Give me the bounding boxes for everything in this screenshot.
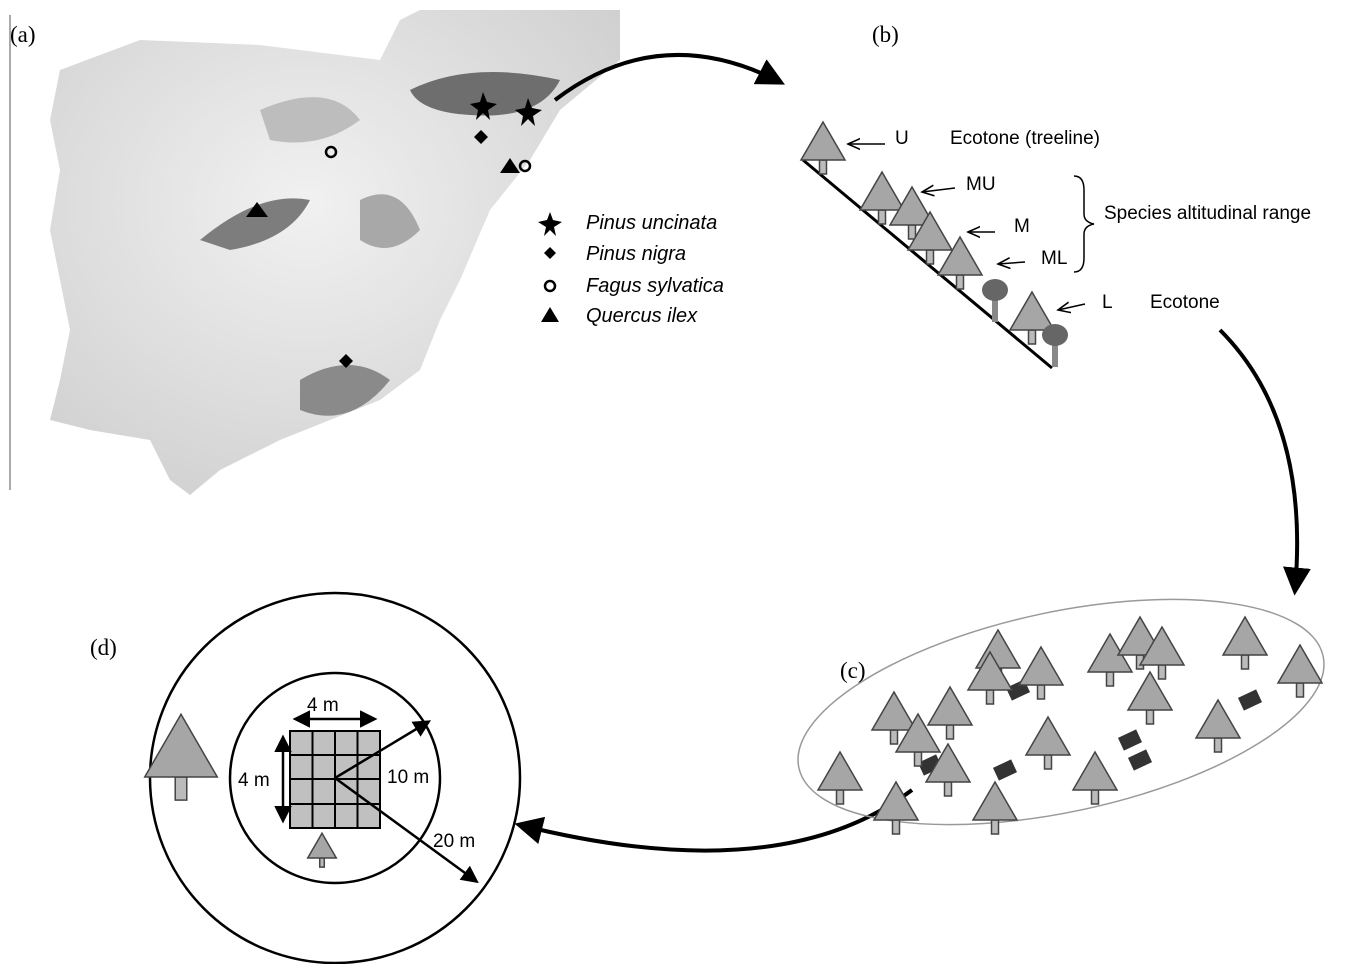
tree-part — [894, 712, 942, 753]
legend — [538, 212, 562, 322]
tree-part — [1017, 645, 1065, 686]
level-code: ML — [1041, 248, 1067, 269]
plot-diagram — [148, 591, 522, 964]
legend-label: Pinus nigra — [586, 243, 686, 265]
tree-part — [1221, 615, 1269, 656]
tree-part — [174, 776, 188, 801]
level-code: MU — [966, 174, 996, 195]
tree-part — [1240, 654, 1250, 670]
tree-part — [889, 729, 899, 745]
tree-part — [1105, 671, 1115, 687]
tree-part — [1127, 749, 1153, 771]
slope-pointers — [848, 144, 1095, 310]
tree-part — [818, 159, 828, 175]
tree-part — [943, 781, 953, 797]
tree-part — [891, 819, 901, 835]
panel-label: (c) — [840, 658, 866, 683]
level-note: Ecotone — [1150, 292, 1220, 313]
tree-part — [877, 209, 887, 225]
tree-part — [1036, 684, 1046, 700]
tree-part — [1117, 729, 1143, 751]
stand-ellipse — [797, 598, 1325, 826]
panel-label: (a) — [10, 22, 36, 47]
tree-part — [926, 685, 974, 726]
level-code: L — [1102, 292, 1113, 313]
tree-part — [1052, 335, 1058, 367]
tree-part — [1213, 737, 1223, 753]
tree-part — [1090, 789, 1100, 805]
tree-part — [318, 857, 326, 868]
legend-label: Fagus sylvatica — [586, 275, 724, 297]
flow-arrow — [514, 788, 914, 853]
tree-part — [1145, 709, 1155, 725]
tree-part — [966, 650, 1014, 691]
tree-part — [816, 750, 864, 791]
level-code: M — [1014, 216, 1030, 237]
tree-part — [1138, 625, 1186, 666]
tree-part — [1027, 329, 1037, 345]
tree-part — [1237, 689, 1263, 711]
tree-part — [143, 712, 219, 778]
tree-part — [858, 170, 906, 211]
tree-part — [955, 274, 965, 290]
tree-part — [1008, 290, 1056, 331]
tree-part — [982, 279, 1008, 301]
flow-arrow — [1218, 328, 1311, 596]
plot-trees — [143, 712, 338, 868]
tree-part — [917, 754, 943, 776]
dimension-label: 4 m — [238, 770, 270, 791]
tree-part — [985, 689, 995, 705]
slope-trees — [799, 120, 1068, 367]
dimension-label: 4 m — [307, 695, 339, 716]
tree-part — [913, 751, 923, 767]
map — [50, 10, 620, 495]
tree-part — [971, 780, 1019, 821]
tree-part — [990, 819, 1000, 835]
tree-part — [1276, 643, 1324, 684]
panel-label: (b) — [872, 22, 899, 47]
dimension-label: 10 m — [387, 767, 429, 788]
tree-part — [1071, 750, 1119, 791]
dimension-label: 20 m — [433, 831, 475, 852]
tree-part — [1042, 324, 1068, 346]
stand-trees — [816, 615, 1324, 835]
tree-part — [1024, 715, 1072, 756]
tree-part — [925, 249, 935, 265]
tree-part — [1295, 682, 1305, 698]
level-code: U — [895, 128, 909, 149]
range-label: Species altitudinal range — [1104, 203, 1311, 224]
tree-part — [907, 224, 917, 240]
tree-part — [799, 120, 847, 161]
tree-part — [924, 742, 972, 783]
panel-label: (d) — [90, 635, 117, 660]
tree-part — [992, 759, 1018, 781]
tree-part — [835, 789, 845, 805]
flow-arrow — [553, 52, 785, 102]
tree-part — [888, 185, 936, 226]
tree-part — [906, 210, 954, 251]
tree-part — [1157, 664, 1167, 680]
level-note: Ecotone (treeline) — [950, 128, 1100, 149]
legend-label: Pinus uncinata — [586, 212, 717, 234]
tree-part — [306, 831, 338, 859]
tree-part — [1043, 754, 1053, 770]
tree-part — [992, 290, 998, 322]
tree-part — [1194, 698, 1242, 739]
tree-part — [1126, 670, 1174, 711]
tree-part — [945, 724, 955, 740]
tree-part — [872, 780, 920, 821]
tree-part — [974, 628, 1022, 669]
tree-part — [936, 235, 984, 276]
legend-label: Quercus ilex — [586, 305, 698, 327]
tree-part — [870, 690, 918, 731]
